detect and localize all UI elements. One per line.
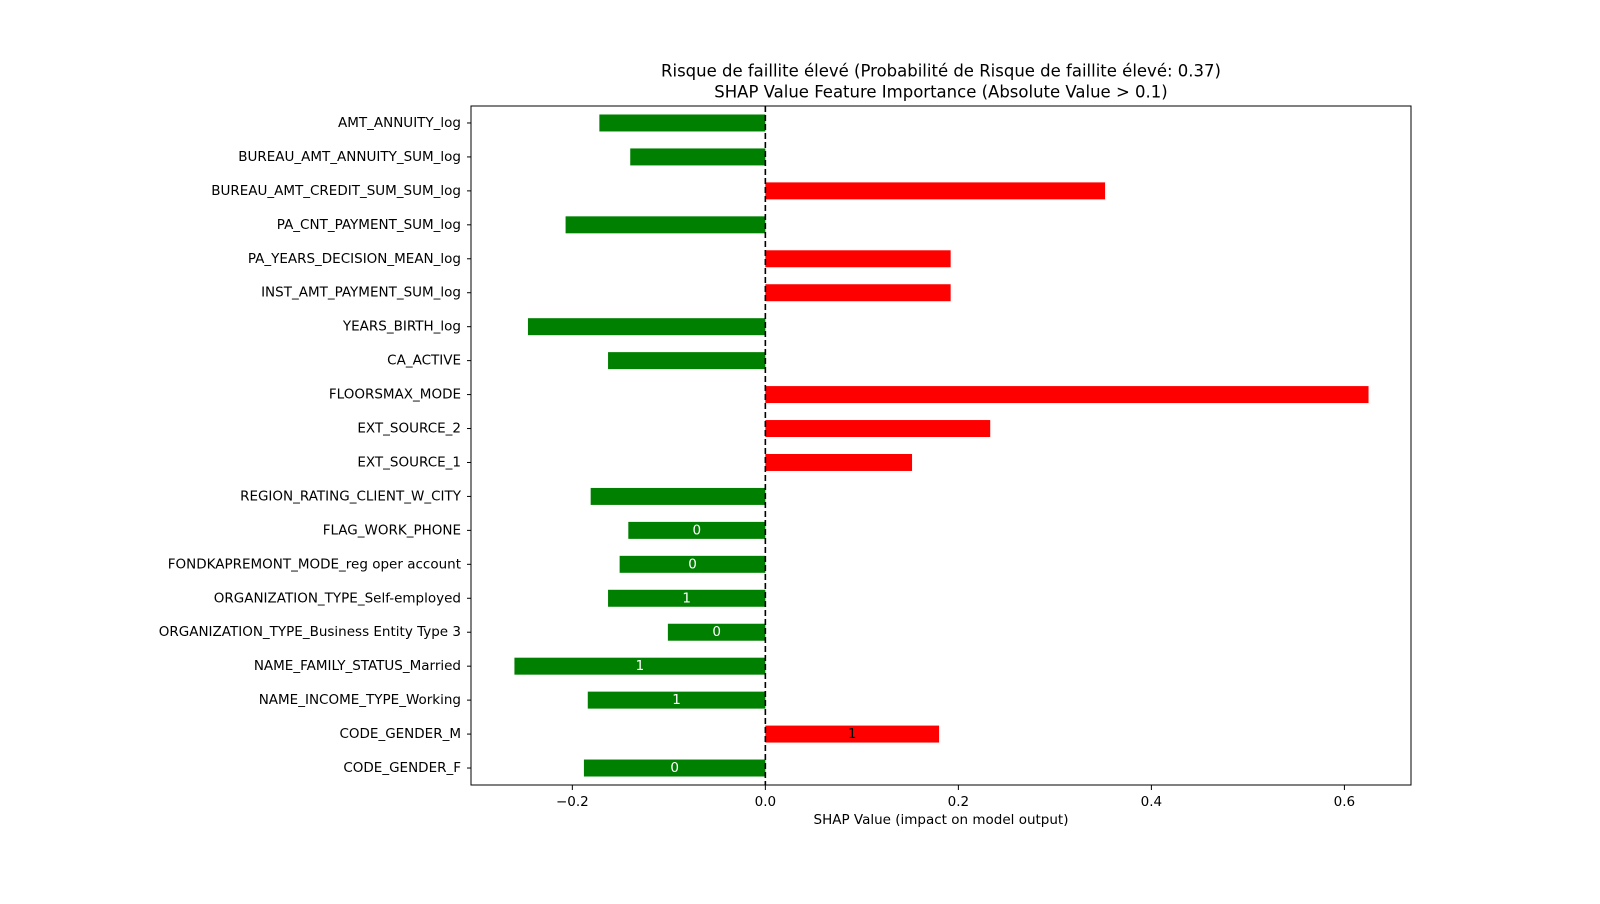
bar-label: 0 — [712, 624, 721, 640]
y-tick-label: INST_AMT_PAYMENT_SUM_log — [261, 285, 461, 301]
y-tick-label: CODE_GENDER_F — [343, 760, 461, 776]
bar — [765, 284, 951, 302]
bar — [667, 623, 766, 641]
bar — [765, 182, 1106, 200]
y-tick-label: AMT_ANNUITY_log — [338, 115, 461, 131]
bar-label: 1 — [848, 726, 857, 742]
bar — [599, 114, 766, 132]
bar — [590, 487, 766, 505]
y-tick-label: BUREAU_AMT_CREDIT_SUM_SUM_log — [211, 183, 461, 199]
bar — [608, 352, 766, 370]
bar — [765, 386, 1369, 404]
bar — [565, 216, 766, 234]
y-tick-label: PA_CNT_PAYMENT_SUM_log — [277, 217, 461, 233]
x-tick-label: 0.0 — [755, 794, 776, 810]
y-tick-label: ORGANIZATION_TYPE_Self-employed — [214, 590, 461, 606]
chart-subtitle: SHAP Value Feature Importance (Absolute … — [714, 83, 1167, 102]
y-tick-label: EXT_SOURCE_1 — [357, 454, 461, 470]
bar — [514, 657, 766, 675]
chart-title: Risque de faillite élevé (Probabilité de… — [661, 62, 1221, 81]
bar — [765, 420, 991, 438]
y-tick-label: BUREAU_AMT_ANNUITY_SUM_log — [238, 149, 461, 165]
bar — [608, 589, 766, 607]
bar — [619, 555, 766, 573]
bar — [765, 725, 940, 743]
y-tick-label: REGION_RATING_CLIENT_W_CITY — [240, 488, 462, 504]
y-tick-label: NAME_INCOME_TYPE_Working — [259, 692, 461, 708]
bar-label: 0 — [670, 760, 679, 776]
bar — [583, 759, 766, 777]
bar — [628, 521, 766, 539]
bar — [765, 250, 951, 268]
bar — [630, 148, 766, 166]
y-tick-label: NAME_FAMILY_STATUS_Married — [254, 658, 461, 674]
bar-label: 1 — [682, 590, 691, 606]
y-tick-label: FLAG_WORK_PHONE — [323, 522, 461, 538]
plot-frame — [470, 105, 1412, 786]
bar-label: 1 — [672, 692, 681, 708]
bar-label: 0 — [693, 522, 702, 538]
y-tick-label: ORGANIZATION_TYPE_Business Entity Type 3 — [159, 624, 461, 640]
y-tick-label: EXT_SOURCE_2 — [357, 421, 461, 437]
y-tick-label: YEARS_BIRTH_log — [342, 319, 461, 335]
bar-label: 0 — [688, 556, 697, 572]
bar — [527, 318, 766, 336]
bar-label: 1 — [636, 658, 645, 674]
y-tick-label: FLOORSMAX_MODE — [329, 387, 461, 403]
x-tick-label: 0.4 — [1141, 794, 1162, 810]
y-tick-label: FONDKAPREMONT_MODE_reg oper account — [168, 556, 461, 572]
bar — [587, 691, 766, 709]
x-tick-label: 0.2 — [948, 794, 969, 810]
x-tick-label: −0.2 — [556, 794, 589, 810]
x-tick-label: 0.6 — [1334, 794, 1355, 810]
y-tick-label: PA_YEARS_DECISION_MEAN_log — [248, 251, 461, 267]
bar — [765, 453, 913, 471]
y-tick-label: CODE_GENDER_M — [339, 726, 461, 742]
x-axis-label: SHAP Value (impact on model output) — [814, 812, 1069, 828]
y-tick-label: CA_ACTIVE — [387, 353, 461, 369]
